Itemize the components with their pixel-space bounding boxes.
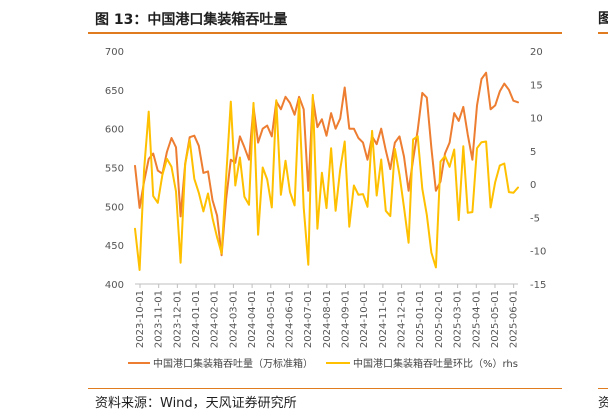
line-chart: 400 450 500 550 600 650 700 -15 -10 -5 0 5 10 15 20 2… [105,47,546,370]
x-tick-label: 2024-03-01 [228,290,239,348]
y-right-tick-label: -5 [530,213,540,224]
x-tick-label: 2025-01-01 [415,290,426,348]
y-right-tick-label: -10 [530,247,546,258]
y-right-axis: -15 -10 -5 0 5 10 15 20 [530,47,546,291]
y-left-tick-label: 650 [105,86,124,97]
y-left-tick-label: 600 [105,125,124,136]
source-note: 资料来源：Wind，天风证券研究所 [95,396,297,411]
x-tick-label: 2024-06-01 [284,290,295,348]
x-tick-label: 2024-07-01 [303,290,314,348]
x-tick-label: 2023-12-01 [172,290,183,348]
legend-label-series-2: 中国港口集装箱吞吐量环比（%）rhs [353,357,518,370]
series-line-1 [134,71,519,257]
chart-title: 图 13：中国港口集装箱吞吐量 [95,12,288,28]
series-group [134,71,519,271]
x-tick-label: 2025-03-01 [453,290,464,348]
adjacent-panel-rule [598,32,608,34]
series-line-2 [134,93,519,271]
x-tick-label: 2023-10-01 [135,290,146,348]
y-right-tick-label: 10 [530,114,543,125]
y-left-tick-label: 500 [105,202,124,213]
title-underline [88,32,562,34]
x-tick-label: 2024-04-01 [247,290,258,348]
x-tick-label: 2024-11-01 [378,290,389,348]
adjacent-panel-title-fragment: 图 [598,11,608,27]
x-tick-label: 2024-01-01 [191,290,202,348]
y-left-tick-label: 700 [105,47,124,58]
x-tick-label: 2024-12-01 [397,290,408,348]
legend-label-series-1: 中国港口集装箱吞吐量（万标准箱） [153,357,313,370]
y-left-tick-label: 550 [105,164,124,175]
footer-rule [88,388,562,389]
x-tick-label: 2025-04-01 [471,290,482,348]
x-tick-label: 2024-09-01 [341,290,352,348]
y-left-axis: 400 450 500 550 600 650 700 [105,47,124,291]
x-tick-label: 2024-08-01 [322,290,333,348]
x-tick-label: 2024-02-01 [210,290,221,348]
y-right-tick-label: 0 [530,180,536,191]
x-tick-label: 2023-11-01 [154,290,165,348]
x-tick-label: 2024-05-01 [266,290,277,348]
x-tick-label: 2025-06-01 [509,290,520,348]
y-right-tick-label: 20 [530,47,543,58]
y-right-tick-label: 5 [530,147,536,158]
x-tick-label: 2025-02-01 [434,290,445,348]
y-left-tick-label: 450 [105,241,124,252]
y-right-tick-label: 15 [530,80,543,91]
legend: 中国港口集装箱吞吐量（万标准箱） 中国港口集装箱吞吐量环比（%）rhs rhs [128,357,518,370]
y-right-tick-label: -15 [530,280,546,291]
adjacent-panel-source-fragment: 资 [598,396,608,411]
y-left-tick-label: 400 [105,280,124,291]
adjacent-panel-footer-rule [598,388,608,389]
x-tick-label: 2025-05-01 [490,290,501,348]
x-axis: 2023-10-01 2023-11-01 2023-12-01 2024-01-01… [135,284,520,348]
x-tick-label: 2024-10-01 [359,290,370,348]
